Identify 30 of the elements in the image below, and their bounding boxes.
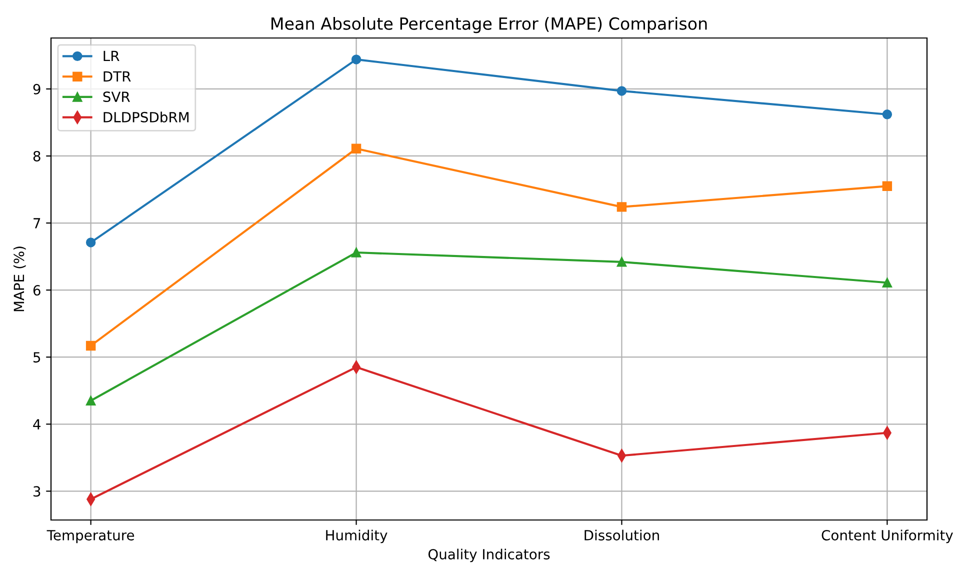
y-tick-label: 8 xyxy=(33,150,40,162)
x-tick-label: Dissolution xyxy=(584,530,659,540)
y-tick-label: 4 xyxy=(33,419,40,430)
x-tick-label: Humidity xyxy=(326,530,388,544)
point xyxy=(616,257,627,267)
point xyxy=(351,54,362,64)
y-tick-label: 7 xyxy=(34,218,40,228)
x-tick-label: Temperature xyxy=(46,530,134,544)
point xyxy=(882,110,892,120)
x-axis-title: Quality Indicators xyxy=(428,548,550,562)
point xyxy=(882,278,892,288)
point xyxy=(86,396,96,406)
y-tick-label: 3 xyxy=(34,486,40,497)
point xyxy=(616,86,627,96)
point xyxy=(882,181,892,192)
point xyxy=(616,202,627,212)
legend-label: LR xyxy=(104,50,120,62)
x-tick-label: Content Uniformity xyxy=(822,530,953,544)
y-tick-label: 5 xyxy=(34,352,40,363)
y-tick-label: 6 xyxy=(33,285,40,296)
legend-label: SVR xyxy=(103,92,130,102)
legend-label: DLDPSDbRM xyxy=(104,112,188,122)
chart-title: Mean Absolute Percentage Error (MAPE) Comparison xyxy=(272,17,707,34)
point xyxy=(86,238,96,248)
y-axis-title: MAPE (%) xyxy=(13,246,26,312)
y-tick-label: 9 xyxy=(33,84,40,94)
legend-label: DTR xyxy=(104,71,131,82)
point xyxy=(351,248,362,258)
point xyxy=(86,340,96,351)
point xyxy=(351,144,362,154)
